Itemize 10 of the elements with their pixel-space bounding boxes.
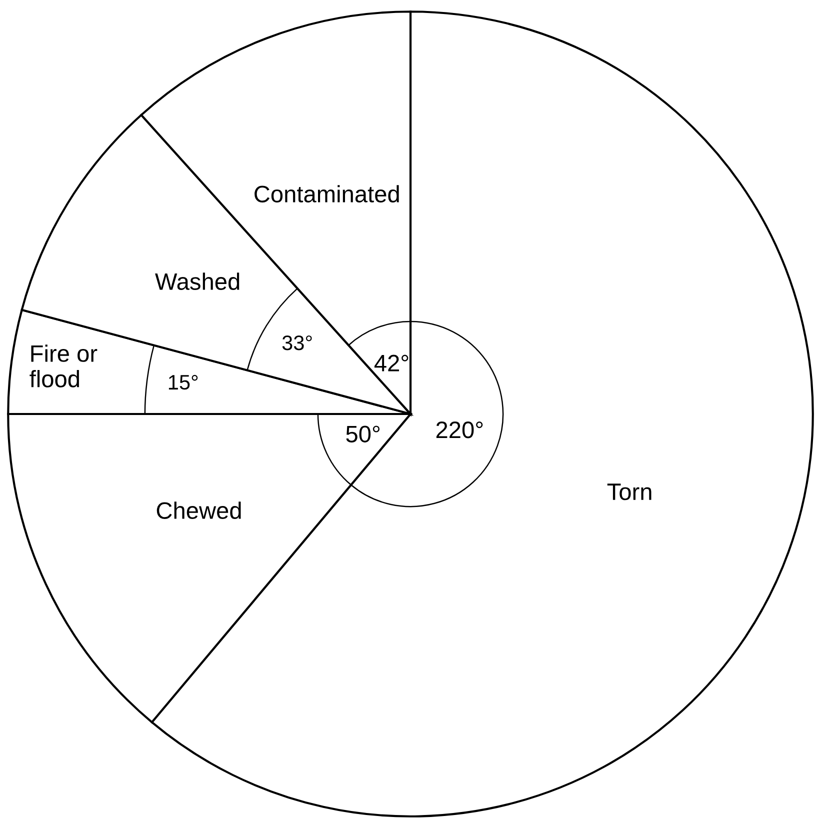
data-label: 33° [282, 335, 312, 350]
data-label: 50° [346, 426, 380, 442]
data-label: 15° [168, 374, 198, 390]
slice-label: Fire or flood [30, 344, 98, 388]
data-label: 42° [374, 354, 408, 372]
slice-label: Contaminated [254, 185, 399, 202]
slice-label: Chewed [156, 502, 241, 519]
slice-label: Washed [155, 272, 240, 290]
data-label: 220° [436, 422, 483, 438]
slice-label: Torn [607, 484, 652, 500]
